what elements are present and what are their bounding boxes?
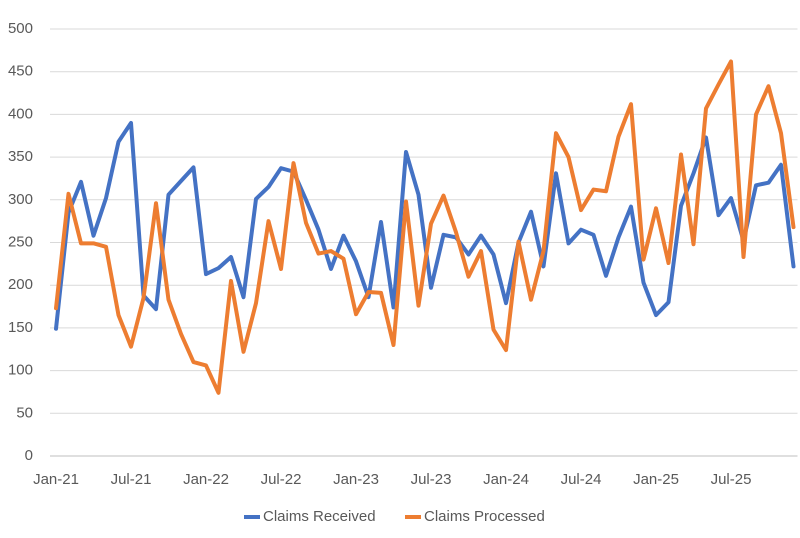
- series-line: [54, 120, 796, 331]
- x-tick-label: Jul-21: [111, 471, 152, 488]
- legend-label: Claims Processed: [424, 508, 545, 525]
- y-tick-label: 250: [8, 233, 33, 250]
- y-tick-label: 500: [8, 20, 33, 37]
- series-line: [54, 59, 796, 395]
- x-tick-label: Jan-21: [33, 471, 79, 488]
- x-tick-label: Jan-24: [483, 471, 529, 488]
- y-tick-label: 350: [8, 148, 33, 165]
- x-tick-label: Jul-24: [561, 471, 602, 488]
- legend-label: Claims Received: [263, 508, 376, 525]
- y-tick-label: 300: [8, 191, 33, 208]
- x-tick-label: Jul-22: [261, 471, 302, 488]
- x-tick-label: Jan-22: [183, 471, 229, 488]
- y-tick-label: 100: [8, 362, 33, 379]
- x-tick-label: Jan-25: [633, 471, 679, 488]
- y-tick-label: 200: [8, 276, 33, 293]
- y-tick-label: 450: [8, 63, 33, 80]
- x-tick-label: Jan-23: [333, 471, 379, 488]
- x-tick-label: Jul-23: [411, 471, 452, 488]
- x-tick-label: Jul-25: [711, 471, 752, 488]
- y-tick-label: 50: [16, 404, 33, 421]
- y-tick-label: 0: [25, 447, 33, 464]
- y-tick-label: 150: [8, 319, 33, 336]
- y-tick-label: 400: [8, 105, 33, 122]
